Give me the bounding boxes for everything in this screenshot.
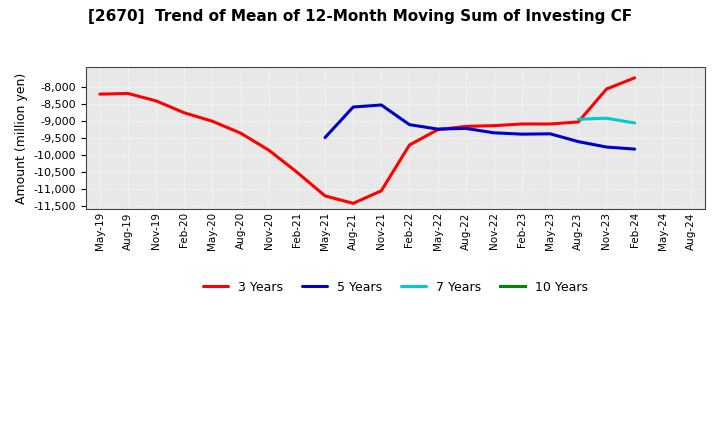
5 Years (462, 126, 470, 131)
5 Years (602, 144, 611, 150)
3 Years (630, 75, 639, 81)
Y-axis label: Amount (million yen): Amount (million yen) (15, 73, 28, 204)
Line: 5 Years: 5 Years (325, 105, 634, 149)
7 Years (574, 117, 582, 122)
3 Years (462, 124, 470, 129)
Line: 3 Years: 3 Years (100, 78, 634, 203)
5 Years (630, 147, 639, 152)
5 Years (433, 126, 442, 132)
5 Years (377, 103, 386, 108)
7 Years (630, 120, 639, 125)
5 Years (518, 132, 526, 137)
Legend: 3 Years, 5 Years, 7 Years, 10 Years: 3 Years, 5 Years, 7 Years, 10 Years (198, 275, 593, 298)
5 Years (320, 135, 329, 140)
3 Years (405, 143, 414, 148)
3 Years (264, 147, 273, 153)
7 Years (602, 116, 611, 121)
3 Years (236, 131, 245, 136)
3 Years (574, 119, 582, 125)
Line: 7 Years: 7 Years (578, 118, 634, 123)
3 Years (152, 98, 161, 103)
3 Years (518, 121, 526, 127)
3 Years (377, 188, 386, 194)
3 Years (292, 169, 301, 175)
5 Years (349, 104, 358, 110)
3 Years (180, 110, 189, 115)
5 Years (405, 122, 414, 127)
3 Years (602, 86, 611, 92)
3 Years (433, 127, 442, 132)
3 Years (546, 121, 554, 127)
3 Years (96, 92, 104, 97)
5 Years (546, 131, 554, 136)
3 Years (349, 201, 358, 206)
3 Years (124, 91, 132, 96)
5 Years (490, 130, 498, 136)
3 Years (490, 123, 498, 128)
3 Years (320, 193, 329, 198)
Text: [2670]  Trend of Mean of 12-Month Moving Sum of Investing CF: [2670] Trend of Mean of 12-Month Moving … (88, 9, 632, 24)
3 Years (208, 119, 217, 124)
5 Years (574, 139, 582, 144)
